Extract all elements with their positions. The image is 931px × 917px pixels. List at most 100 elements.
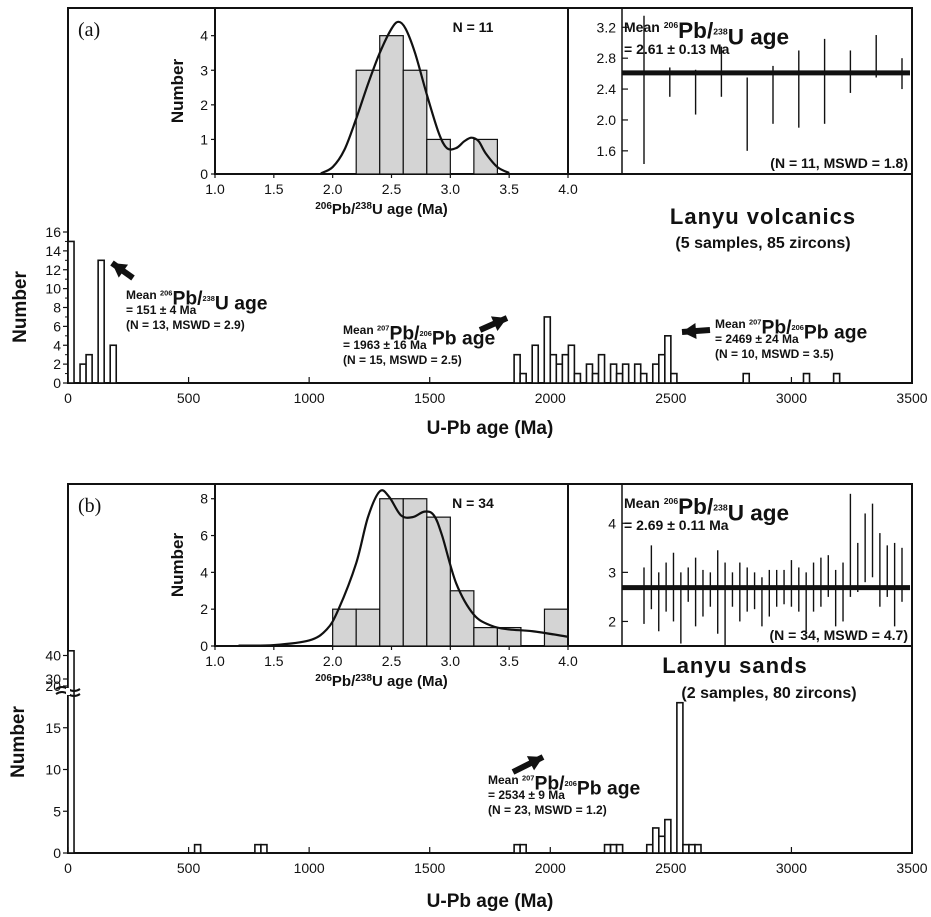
histogram-bar [567, 344, 576, 384]
x-tick-label: 1500 [414, 390, 445, 406]
mean-label-line2: = 2.61 ± 0.13 Ma [624, 41, 730, 57]
superscript: 238 [713, 502, 728, 512]
annotation-line3: (N = 10, MSWD = 3.5) [715, 347, 834, 361]
inset-histogram-bar [426, 138, 451, 175]
annotation: Mean 207Pb/206Pb age= 1963 ± 16 Ma(N = 1… [343, 315, 509, 367]
histogram-bar [609, 363, 618, 384]
x-tick-label: 500 [177, 390, 201, 406]
inset-x-tick-label: 3.5 [499, 653, 519, 669]
histogram-bar [676, 701, 684, 854]
inset-x-tick-label: 3.5 [499, 181, 519, 197]
label-text: Pb age [804, 323, 868, 344]
histogram-bar [193, 843, 202, 854]
inset-x-tick-label: 1.0 [205, 181, 225, 197]
x-axis-label: U-Pb age (Ma) [427, 418, 554, 439]
histogram-bar [67, 649, 75, 854]
superscript: 238 [713, 26, 728, 36]
histogram-bar [573, 372, 582, 384]
x-tick-label: 3500 [896, 390, 927, 406]
histogram-bar [97, 259, 105, 384]
inset-x-tick-label: 4.0 [558, 181, 578, 197]
inset-histogram-bar [449, 590, 475, 647]
annotation-line3: (N = 13, MSWD = 2.9) [126, 318, 245, 332]
superscript: 206 [160, 289, 172, 298]
inset-x-tick-label: 4.0 [558, 653, 578, 669]
y-tick-label: 10 [45, 762, 61, 778]
label-text: Pb/ [172, 288, 203, 309]
y-tick-label: 2 [53, 356, 61, 372]
histogram-bar [597, 353, 606, 384]
y-tick-label: 0 [53, 375, 61, 391]
label-text: Pb/ [332, 201, 356, 218]
superscript: 206 [664, 20, 679, 30]
mean-label-line2: = 2.69 ± 0.11 Ma [624, 517, 729, 533]
histogram-bar [591, 372, 600, 384]
x-tick-label: 0 [64, 390, 72, 406]
histogram-bar [657, 835, 666, 854]
histogram-bar [513, 843, 521, 854]
axis-break-gap [66, 688, 70, 695]
y-tick-label: 14 [45, 243, 61, 259]
annotation-line2: = 1963 ± 16 Ma [343, 338, 427, 352]
panel-a: 0 500 1000 1500 2000 2500 3000 3500024681012141… [10, 7, 928, 439]
label-text: Mean [488, 773, 522, 787]
superscript: 238 [355, 673, 372, 684]
annotation-arrow-head [112, 263, 129, 278]
histogram-bar [67, 240, 75, 384]
y-tick-label: 12 [45, 262, 61, 278]
histogram-bar [609, 843, 618, 854]
histogram-bar [742, 372, 751, 384]
inset-histogram-bar [543, 608, 569, 647]
annotation-line1: Mean 207Pb/206Pb age [488, 773, 640, 800]
label-text: Pb/ [389, 323, 420, 344]
superscript: 207 [522, 774, 534, 783]
inset-x-axis-label: 206Pb/238U age (Ma) [315, 201, 448, 218]
inset-x-tick-label: 3.0 [441, 181, 461, 197]
inset-histogram-bar [473, 138, 499, 175]
histogram-bar [85, 353, 93, 384]
annotation: Mean 206Pb/238U age= 151 ± 4 Ma(N = 13, … [110, 260, 268, 332]
superscript: 238 [202, 294, 214, 303]
panel-title: Lanyu sands [662, 653, 807, 678]
inset-y-tick-label: 6 [200, 528, 208, 544]
label-text: U age [215, 294, 268, 315]
annotation-line1: Mean 207Pb/206Pb age [715, 317, 867, 344]
inset-x-tick-label: 2.5 [382, 181, 402, 197]
annotation-arrow-head [682, 323, 697, 339]
histogram-bar [651, 363, 660, 384]
y-tick-label: 40 [45, 648, 61, 664]
histogram-bar [513, 353, 521, 384]
panel-b: 0 500 1000 1500 2000 2500 3000 3500051015203040… [8, 483, 928, 912]
inset-histogram-bar [379, 498, 404, 647]
y-tick-label: 4 [53, 337, 61, 353]
histogram-bar [79, 363, 87, 384]
x-tick-label: 0 [64, 860, 72, 876]
histogram-bar [603, 843, 612, 854]
mean-y-tick-label: 2.8 [597, 50, 617, 66]
label-text: Pb/ [678, 18, 714, 43]
histogram-bar [543, 316, 552, 384]
histogram-bar [109, 344, 118, 384]
y-tick-label: 20 [45, 678, 61, 694]
x-axis-label: U-Pb age (Ma) [427, 891, 554, 912]
label-text: U age (Ma) [372, 673, 448, 690]
x-tick-label: 1000 [294, 860, 325, 876]
inset-histogram-bar [402, 69, 428, 175]
label-text: Pb/ [332, 673, 356, 690]
x-tick-label: 3000 [776, 860, 807, 876]
x-tick-label: 2500 [655, 390, 686, 406]
annotation-line1: Mean 206Pb/238U age [126, 288, 268, 315]
histogram-bar [615, 843, 624, 854]
histogram-bar [670, 372, 678, 384]
superscript: 207 [749, 318, 761, 327]
y-axis-label: Number [10, 271, 31, 343]
inset-y-tick-label: 4 [200, 28, 208, 44]
superscript: 206 [791, 323, 803, 332]
superscript: 206 [315, 201, 332, 212]
panel-subtitle: (2 samples, 80 zircons) [681, 685, 856, 702]
y-axis-label: Number [8, 706, 29, 778]
histogram-bar [633, 363, 642, 384]
x-tick-label: 1000 [294, 390, 325, 406]
superscript: 206 [315, 673, 332, 684]
